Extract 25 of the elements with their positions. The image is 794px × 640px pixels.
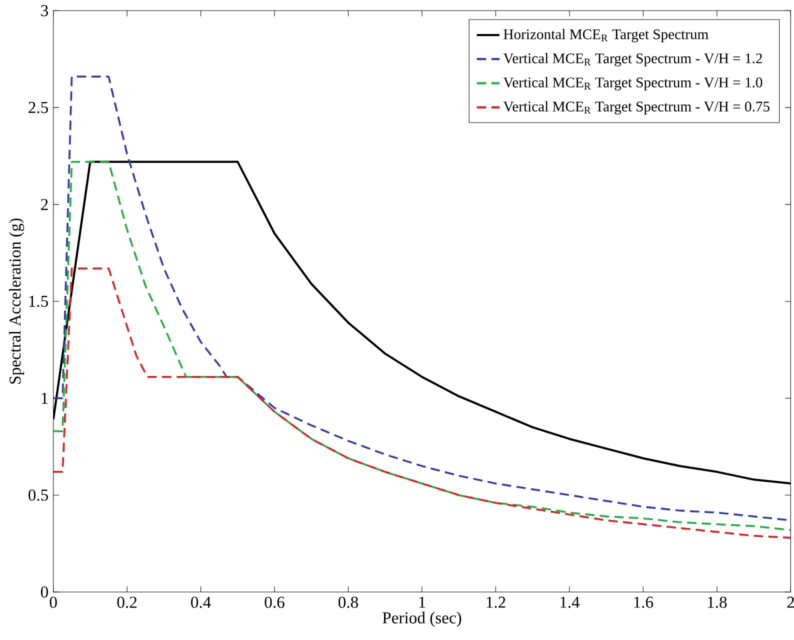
x-tick-label: 1.2 <box>486 596 506 608</box>
y-tick-label: 0.5 <box>28 489 48 501</box>
x-tick-label: 0.2 <box>117 596 137 608</box>
y-tick-label: 2.5 <box>28 102 48 114</box>
y-axis-title: Spectral Acceleration (g) <box>8 218 24 384</box>
x-tick-label: 0 <box>50 596 57 608</box>
legend-label: Horizontal MCE$_{R}$ Target Spectrum <box>504 28 708 42</box>
x-axis-title: Period (sec) <box>382 612 462 627</box>
x-tick-label: 1.4 <box>560 596 580 608</box>
x-tick-label: 0.6 <box>264 596 284 608</box>
legend-label: Vertical MCE$_{R}$ Target Spectrum - V/H = 0.75 <box>503 101 770 114</box>
y-tick-label: 1 <box>42 392 48 404</box>
x-tick-label: 1.8 <box>708 596 727 608</box>
y-tick-label: 0 <box>40 586 48 598</box>
x-tick-label: 0.8 <box>338 596 358 608</box>
y-tick-label: 2 <box>41 198 48 210</box>
legend-label: Vertical MCE$_{R}$ Target Spectrum - V/H = 1.0 <box>503 77 762 90</box>
legend-label: Vertical MCE$_{R}$ Target Spectrum - V/H = 1.2 <box>503 53 762 66</box>
x-tick-label: 1 <box>419 596 426 608</box>
x-tick-label: 1.6 <box>634 596 654 608</box>
y-tick-label: 1.5 <box>29 296 48 307</box>
x-tick-label: 0.4 <box>191 596 211 608</box>
line-series <box>53 267 791 539</box>
y-tick-label: 3 <box>41 5 48 16</box>
x-tick-label: 2 <box>787 596 794 608</box>
